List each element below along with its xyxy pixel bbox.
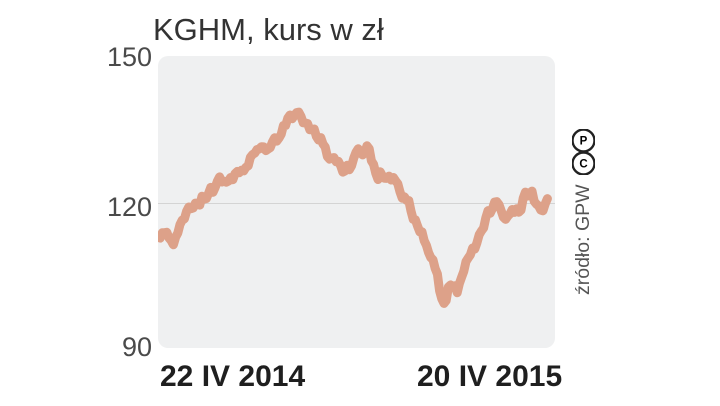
svg-text:C: C [579,159,587,171]
svg-text:P: P [580,136,588,148]
